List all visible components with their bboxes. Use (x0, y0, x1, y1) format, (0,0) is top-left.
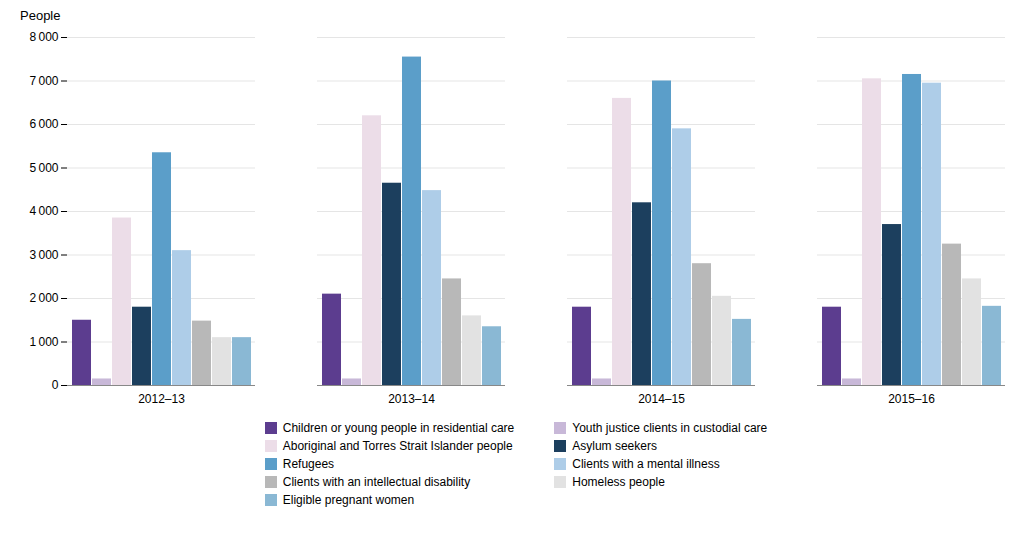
svg-text:4 000: 4 000 (29, 204, 58, 218)
html-text:Clients with a mental illness: Clients with a mental illness (572, 457, 720, 471)
svg-text:2013–14: 2013–14 (388, 392, 435, 406)
svg-text:0: 0 (52, 378, 59, 392)
svg-text:3 000: 3 000 (29, 248, 58, 262)
html-text:Asylum seekers: Asylum seekers (572, 439, 657, 453)
html-text:Youth justice clients in custo: Youth justice clients in custodial care (572, 421, 768, 435)
svg-text:1 000: 1 000 (29, 335, 58, 349)
svg-text:2014–15: 2014–15 (638, 392, 685, 406)
svg-text:6 000: 6 000 (29, 117, 58, 131)
html-text:People: People (20, 8, 61, 23)
html-text:Refugees: Refugees (282, 457, 335, 471)
svg-text:2 000: 2 000 (29, 291, 58, 305)
svg-text:2015–16: 2015–16 (888, 392, 935, 406)
svg-text:7 000: 7 000 (29, 74, 58, 88)
svg-text:5 000: 5 000 (29, 161, 58, 175)
svg-text:2012–13: 2012–13 (138, 392, 185, 406)
html-text:Clients with an intellectual d: Clients with an intellectual disability (282, 475, 471, 489)
html-text:Aboriginal and Torres Strait I: Aboriginal and Torres Strait Islander pe… (282, 439, 513, 453)
html-text:Children or young people in re: Children or young people in residential … (282, 421, 515, 435)
html-text:Homeless people: Homeless people (572, 475, 665, 489)
svg-text:8 000: 8 000 (29, 30, 58, 44)
html-text:Eligible pregnant women: Eligible pregnant women (282, 493, 415, 507)
